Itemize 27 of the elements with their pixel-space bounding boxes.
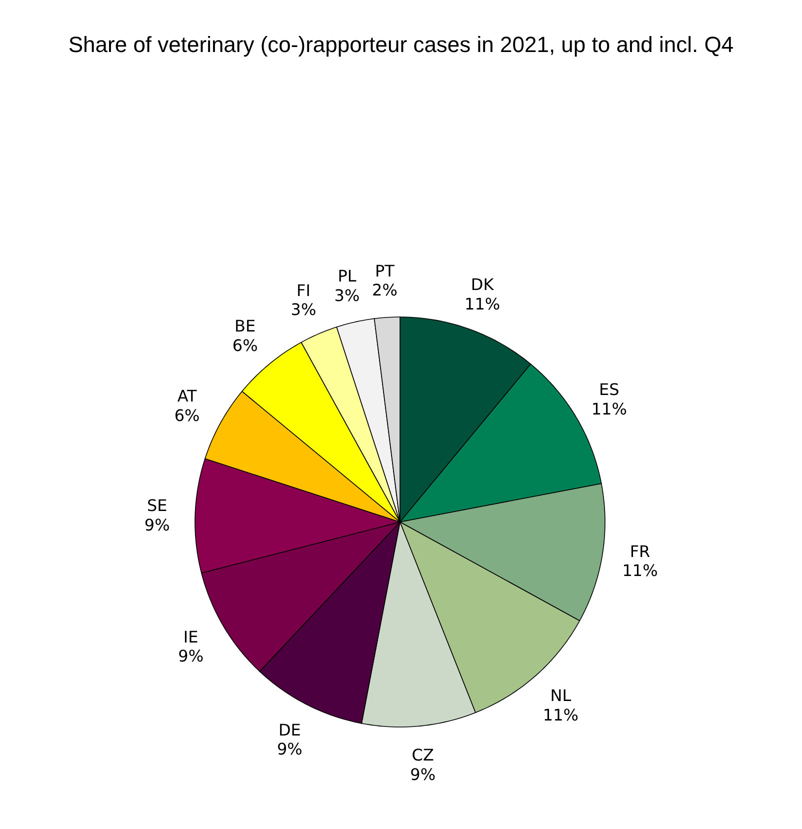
- data-label: 11%: [591, 399, 627, 418]
- data-label: 3%: [334, 286, 360, 305]
- slice-label: BE: [234, 316, 256, 336]
- data-label: 9%: [144, 515, 170, 534]
- data-label: 11%: [464, 294, 500, 314]
- data-label: 2%: [372, 280, 398, 300]
- data-label: 9%: [410, 764, 436, 784]
- data-label: 6%: [232, 336, 258, 355]
- slice-label: FI: [296, 280, 310, 300]
- data-label: 9%: [178, 646, 204, 666]
- data-label: 9%: [276, 740, 302, 759]
- slice-label: FR: [630, 542, 650, 561]
- data-label: 6%: [174, 406, 200, 425]
- slice-label: DE: [278, 720, 301, 740]
- slice-label: SE: [146, 496, 168, 516]
- slice-label: ES: [599, 380, 620, 400]
- slice-label: PT: [375, 261, 395, 280]
- slice-label: PL: [338, 266, 356, 286]
- data-label: 11%: [542, 705, 578, 724]
- slice-label: IE: [183, 627, 198, 646]
- slice-label: AT: [177, 386, 198, 406]
- slice-label: DK: [470, 275, 494, 294]
- data-label: 3%: [290, 300, 316, 319]
- chart-title: Share of veterinary (co-)rapporteur cases in 2021, up to and incl. Q4: [67, 31, 735, 59]
- data-label: 11%: [622, 561, 658, 580]
- slice-label: CZ: [412, 746, 434, 765]
- slice-label: NL: [550, 686, 572, 706]
